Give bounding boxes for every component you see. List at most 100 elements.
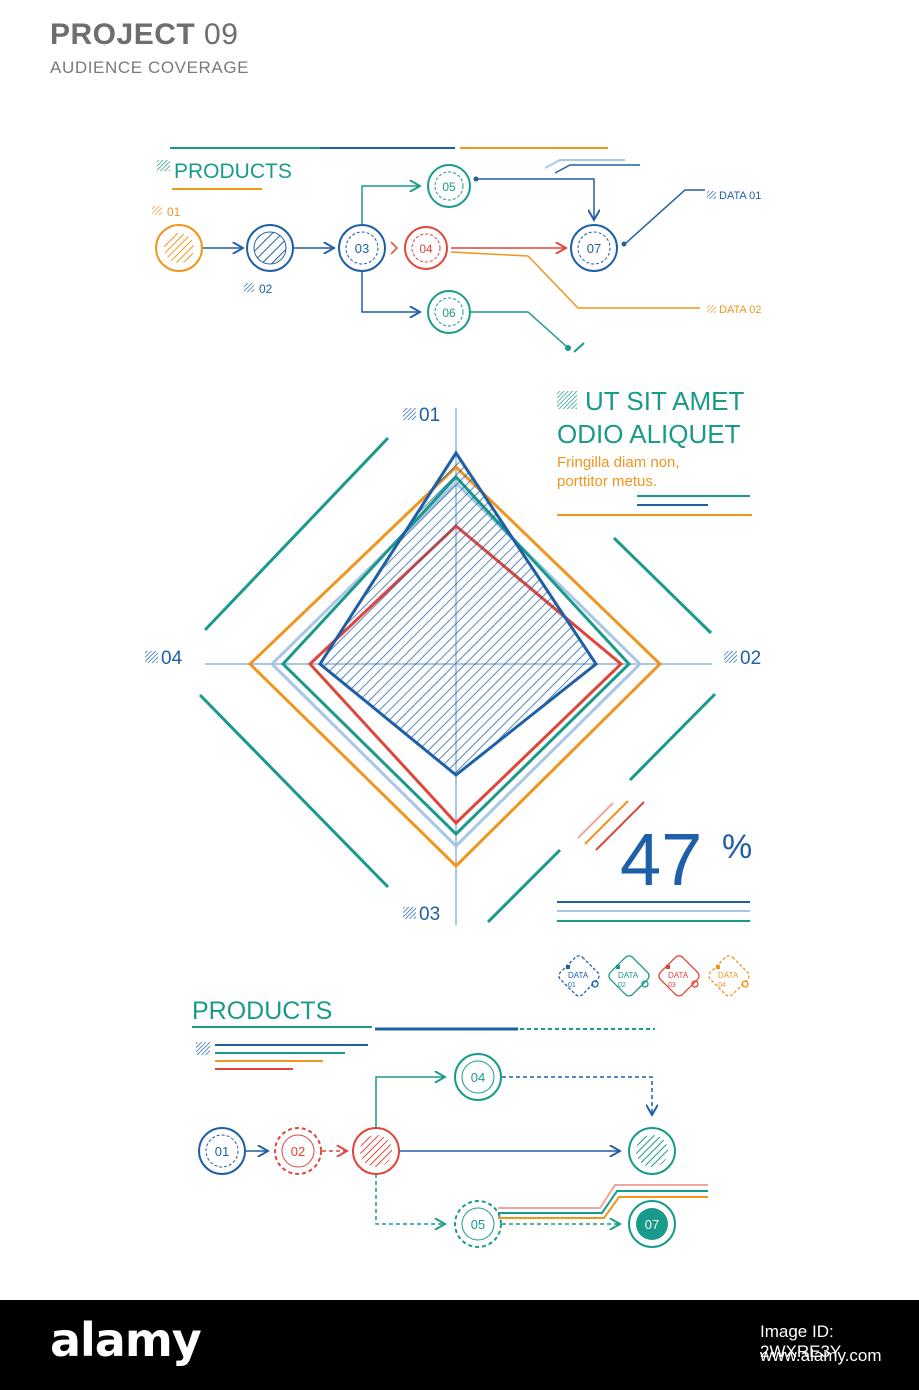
bottom-node-07 [628,1200,676,1248]
bottom-node-03-fill [360,1135,392,1167]
legend-number: 03 [668,982,676,989]
hatch-tag-icon [707,305,716,313]
legend-square-icon [666,965,670,969]
bottom-node-05 [454,1200,502,1248]
legend-label: DATA [568,971,589,980]
legend-badge-outline [558,955,600,997]
axis-label-04: 04 [161,648,183,669]
hatch-tag-icon [152,206,162,215]
legend-square-icon [716,965,720,969]
node-04-inner [411,233,441,263]
deco-slash [595,801,645,851]
legend-number: 01 [568,982,576,989]
node-04-label: 04 [419,242,433,256]
branch-to-05 [375,1174,445,1224]
radar-chart: 01 02 03 04 [145,405,761,925]
path-04-to-end [502,1076,652,1115]
legend-badge-outline [708,955,750,997]
path-06-tail [471,311,567,347]
legend-dot-icon [691,980,699,988]
node-06-label: 06 [442,306,456,320]
products-heading: PRODUCTS [174,160,292,183]
bottom-node-01-inner [205,1134,239,1168]
bottom-node-04-inner [461,1060,495,1094]
legend-label: DATA [718,971,739,980]
series-teal [280,474,632,837]
deco-line [573,342,585,353]
frame-segment [203,436,390,632]
data-01-label: DATA 01 [719,190,761,202]
legend: DATA 01 DATA 02 DATA 03 DATA 04 [558,955,750,997]
bottom-node-01 [198,1127,246,1175]
node-02 [246,224,294,272]
products-heading-bottom: PRODUCTS [192,997,332,1025]
side-body-2: porttitor metus. [557,473,657,490]
series-blue [318,450,599,777]
bottom-node-04 [454,1053,502,1101]
stat-unit: % [722,828,752,866]
connector-dot [473,176,479,182]
branch-to-04 [375,1077,445,1128]
frame-segment [612,536,713,635]
legend-number: 02 [618,982,626,989]
bottom-node-07-fill [636,1208,668,1240]
hatch-tag-icon [157,160,170,171]
path-07-to-data01 [625,189,705,244]
legend-label: DATA [668,971,689,980]
bottom-node-end [628,1127,676,1175]
title-bold: PROJECT [50,18,196,51]
hatch-tag-icon [724,651,737,663]
axis-label-01: 01 [419,405,440,426]
bottom-node-05-label: 05 [471,1217,485,1232]
chevron-right-icon [390,241,399,255]
legend-badge-outline [658,955,700,997]
side-text: UT SIT AMET ODIO ALIQUET Fringilla diam … [557,386,752,516]
hatch-tag-icon [707,191,716,199]
node-05-label: 05 [442,180,456,194]
deco-line [554,164,640,174]
bottom-flow: PRODUCTS 01 02 04 [192,997,708,1248]
hatch-tag-icon [403,907,416,919]
watermark-logo: alamy [50,1313,202,1367]
node-03-label: 03 [355,241,369,256]
frame-segment [486,848,562,924]
connector-dot [621,241,627,247]
page-title: PROJECT 09 [50,18,238,52]
legend-item: DATA 04 [708,955,750,997]
deco-line [544,159,625,169]
connector-dot [565,345,571,351]
node-01-fill [164,233,194,263]
series-lightblue [269,480,643,849]
node-01 [155,224,203,272]
legend-item: DATA 01 [558,955,600,997]
bottom-node-02-inner [281,1134,315,1168]
node-02-fill [253,231,287,265]
node-tag-02: 02 [259,282,273,296]
infographic: PRODUCTS 01 02 03 05 04 [145,147,761,1248]
frame-segment [628,692,717,782]
top-flow: PRODUCTS 01 02 03 05 04 [152,147,761,353]
side-heading-1: UT SIT AMET [585,386,745,416]
legend-dot-icon [641,980,649,988]
path-05-to-07 [478,178,594,220]
hatch-tag-icon [196,1042,210,1055]
deco-slash [577,802,614,839]
bottom-node-02 [274,1127,322,1175]
data-02-label: DATA 02 [719,304,761,316]
legend-dot-icon [591,980,599,988]
deco-line [498,1196,708,1219]
hatch-tag-icon [145,651,158,663]
node-07 [570,224,618,272]
legend-square-icon [616,965,620,969]
node-06-inner [434,297,464,327]
legend-number: 04 [718,982,726,989]
node-03-inner [345,231,379,265]
node-05-inner [434,171,464,201]
node-07-label: 07 [587,241,601,256]
title-number: 09 [204,18,239,51]
deco-line [498,1184,708,1209]
axis-label-02: 02 [740,648,761,669]
side-heading-2: ODIO ALIQUET [557,419,741,449]
image-id: Image ID: 2WXRE3Y [760,1322,842,1361]
branch-to-05 [361,186,420,225]
